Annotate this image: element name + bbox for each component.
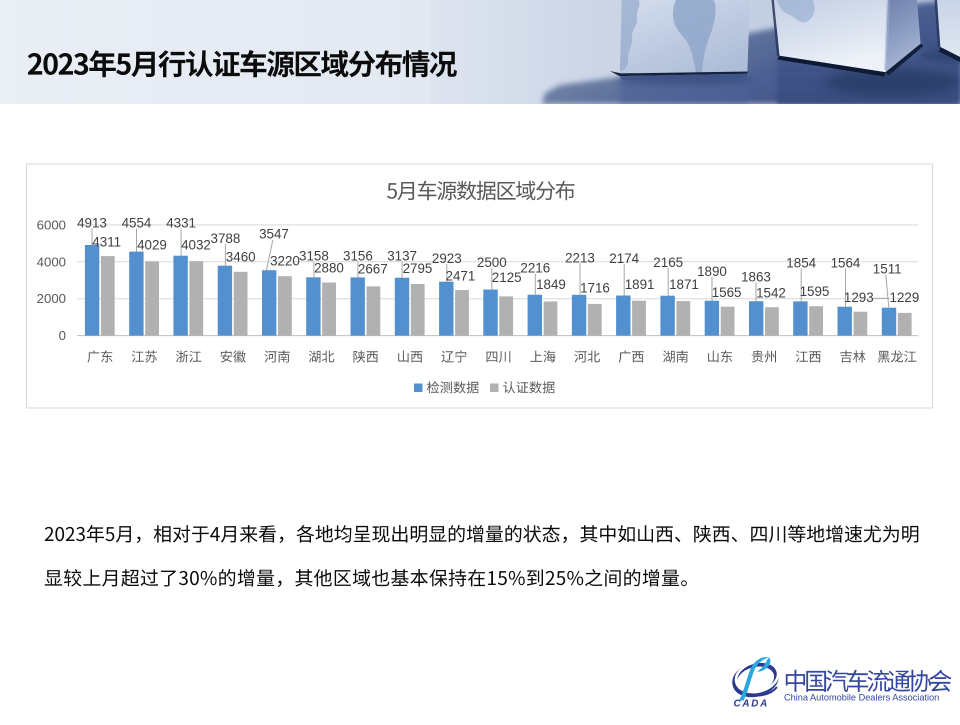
svg-text:2500: 2500	[477, 255, 507, 270]
svg-text:1595: 1595	[800, 284, 830, 299]
svg-text:2213: 2213	[565, 250, 595, 265]
svg-text:CADA: CADA	[734, 699, 770, 710]
svg-text:1854: 1854	[786, 256, 816, 271]
svg-text:3156: 3156	[343, 249, 373, 264]
svg-text:3788: 3788	[211, 231, 241, 246]
svg-text:4032: 4032	[181, 238, 211, 253]
svg-text:3547: 3547	[259, 227, 289, 242]
svg-text:2165: 2165	[653, 255, 683, 270]
svg-text:4913: 4913	[77, 216, 107, 231]
svg-text:2000: 2000	[37, 291, 66, 306]
svg-text:2923: 2923	[432, 251, 462, 266]
svg-text:2880: 2880	[314, 261, 344, 276]
svg-text:1716: 1716	[580, 280, 610, 295]
svg-text:2216: 2216	[520, 261, 550, 276]
svg-text:4311: 4311	[92, 235, 121, 250]
svg-text:1511: 1511	[873, 262, 902, 277]
svg-text:China Automobile Dealers Assoc: China Automobile Dealers Association	[784, 693, 939, 703]
svg-text:2795: 2795	[403, 261, 433, 276]
svg-text:2125: 2125	[492, 270, 522, 285]
svg-text:4554: 4554	[122, 216, 152, 231]
svg-text:1871: 1871	[669, 277, 699, 292]
svg-text:4331: 4331	[166, 216, 196, 231]
svg-text:1542: 1542	[756, 286, 786, 301]
svg-text:0: 0	[59, 328, 66, 343]
svg-text:4000: 4000	[37, 254, 66, 269]
svg-text:3220: 3220	[270, 254, 300, 269]
svg-text:4029: 4029	[137, 238, 167, 253]
svg-text:1565: 1565	[712, 285, 742, 300]
svg-text:1890: 1890	[697, 264, 727, 279]
svg-text:1849: 1849	[536, 277, 566, 292]
svg-text:3460: 3460	[226, 250, 256, 265]
svg-text:3158: 3158	[299, 249, 329, 264]
svg-text:3137: 3137	[387, 249, 417, 264]
svg-text:1564: 1564	[831, 256, 861, 271]
svg-text:1229: 1229	[890, 290, 920, 305]
svg-text:2667: 2667	[358, 262, 388, 277]
svg-text:2471: 2471	[446, 269, 476, 284]
svg-text:1891: 1891	[625, 277, 655, 292]
svg-text:1293: 1293	[844, 290, 874, 305]
svg-text:6000: 6000	[37, 217, 66, 232]
svg-text:1863: 1863	[741, 270, 771, 285]
svg-text:2174: 2174	[609, 251, 639, 266]
